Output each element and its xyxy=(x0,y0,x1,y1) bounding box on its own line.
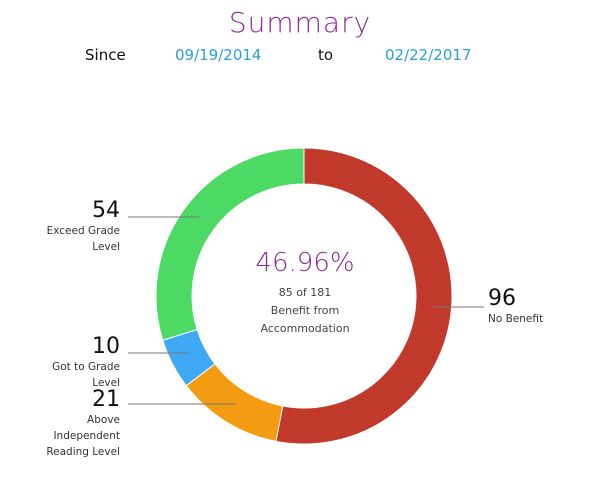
callout-value: 21 xyxy=(92,387,120,412)
callout-value: 10 xyxy=(92,334,120,359)
callout-exceed-grade-level: 54 Exceed Grade Level xyxy=(20,199,120,255)
callout-label: Above xyxy=(87,414,120,426)
end-date[interactable]: 02/22/2017 xyxy=(385,46,472,64)
callout-got-to-grade-level: 10 Got to Grade Level xyxy=(20,335,120,391)
callout-label: Got to Grade xyxy=(52,361,120,373)
slice-no-benefit xyxy=(275,147,453,445)
callout-value: 96 xyxy=(488,286,516,311)
since-label: Since xyxy=(85,46,126,64)
benefit-count: 85 of 181 Benefit from Accommodation xyxy=(230,284,380,338)
callout-label: Reading Level xyxy=(46,446,120,458)
page-title: Summary xyxy=(228,6,372,39)
callout-label: Independent xyxy=(53,430,120,442)
callout-value: 54 xyxy=(92,198,120,223)
benefit-label-line1: Benefit from xyxy=(270,304,340,317)
callout-label: No Benefit xyxy=(488,313,544,325)
callout-no-benefit: 96 No Benefit xyxy=(488,287,543,327)
benefit-label-line2: Accommodation xyxy=(260,322,350,335)
benefit-percentage: 46.96% xyxy=(255,248,355,278)
start-date[interactable]: 09/19/2014 xyxy=(175,46,262,64)
slice-exceed-grade-level xyxy=(155,147,305,341)
slice-above-independent-reading-level xyxy=(185,363,284,442)
callout-label: Level xyxy=(92,377,120,389)
callout-above-reading-level: 21 Above Independent Reading Level xyxy=(20,388,120,460)
benefit-count-value: 85 of 181 xyxy=(278,286,332,299)
callout-label: Level xyxy=(92,241,120,253)
to-label: to xyxy=(318,46,334,64)
callout-label: Exceed Grade xyxy=(46,225,120,237)
